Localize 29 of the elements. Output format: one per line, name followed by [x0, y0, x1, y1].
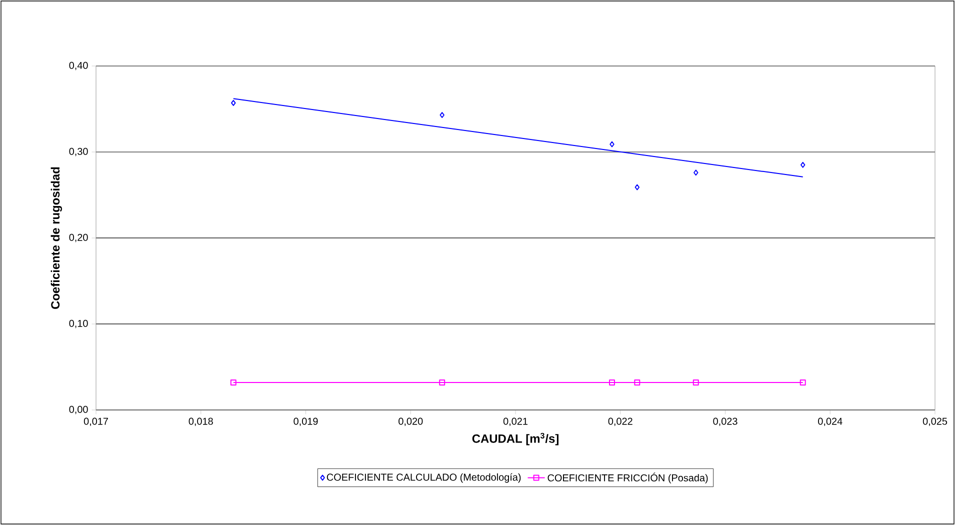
x-tick-label: 0,020	[398, 418, 423, 426]
point	[634, 184, 640, 190]
y-tick-label: 0,30	[69, 148, 88, 156]
point	[609, 379, 615, 386]
x-axis-title: CAUDAL [m$^{3}$/s]	[472, 432, 558, 446]
point	[692, 379, 699, 386]
x-tick-label: 0,019	[294, 418, 318, 426]
point	[230, 379, 236, 386]
y-axis-title: Coeficiente de rugosidad	[50, 167, 62, 309]
point	[610, 141, 614, 148]
x-tick-label: 0,024	[818, 418, 842, 426]
x-tick-label: 0,017	[84, 418, 108, 426]
point	[439, 379, 446, 386]
point	[800, 162, 806, 168]
point	[800, 379, 806, 386]
x-tick-label: 0,018	[188, 418, 213, 426]
y-tick-label: 0,20	[69, 234, 88, 242]
point	[440, 112, 444, 118]
x-tick-label: 0,025	[922, 418, 948, 426]
x-tick-label: 0,023	[713, 418, 738, 426]
y-tick-label: 0,40	[69, 62, 88, 70]
legend-label: COEFICIENTE CALCULADO (Metodología)	[326, 473, 521, 483]
y-tick-label: 0,10	[69, 320, 88, 328]
x-tick-label: 0,022	[608, 418, 632, 426]
x-tick-label: 0,021	[503, 418, 528, 426]
point	[634, 379, 640, 386]
legend-label: COEFICIENTE FRICCIÓN (Posada)	[548, 472, 708, 484]
point	[694, 170, 698, 176]
y-tick-label: 0,00	[69, 406, 88, 414]
